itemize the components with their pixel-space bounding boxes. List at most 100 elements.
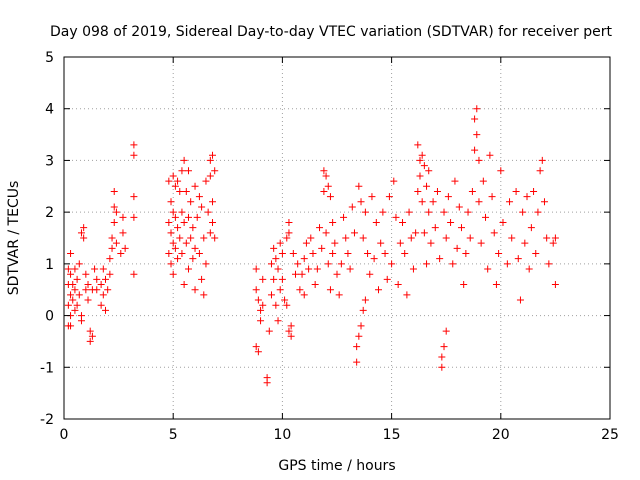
data-point: [200, 234, 208, 242]
data-point: [540, 198, 548, 206]
data-point: [423, 182, 431, 190]
data-point: [383, 275, 391, 283]
data-point: [287, 332, 295, 340]
data-point: [198, 203, 206, 211]
data-point: [270, 244, 278, 252]
data-point: [169, 172, 177, 180]
data-point: [69, 281, 77, 289]
data-point: [381, 250, 389, 258]
data-point: [503, 260, 511, 268]
y-tick-label: -2: [40, 412, 54, 428]
data-point: [211, 234, 219, 242]
data-point: [379, 208, 387, 216]
data-point: [324, 182, 332, 190]
data-point: [549, 239, 557, 247]
data-point: [99, 291, 107, 299]
data-point: [209, 218, 217, 226]
data-point: [403, 291, 411, 299]
data-point: [324, 260, 332, 268]
data-point: [433, 187, 441, 195]
data-point: [407, 234, 415, 242]
data-point: [416, 156, 424, 164]
data-point: [67, 322, 75, 330]
data-point: [492, 281, 500, 289]
data-point: [93, 286, 101, 294]
data-point: [270, 275, 278, 283]
data-point: [329, 218, 337, 226]
data-point: [370, 255, 378, 263]
data-point: [289, 250, 297, 258]
data-point: [80, 234, 88, 242]
data-point: [165, 250, 173, 258]
data-point: [466, 234, 474, 242]
data-point: [460, 281, 468, 289]
data-point: [512, 187, 520, 195]
data-point: [121, 244, 129, 252]
data-point: [468, 187, 476, 195]
data-point: [357, 198, 365, 206]
data-point: [551, 234, 559, 242]
data-point: [506, 198, 514, 206]
data-point: [348, 203, 356, 211]
data-point: [431, 224, 439, 232]
data-point: [414, 187, 422, 195]
data-point: [67, 270, 75, 278]
data-point: [440, 343, 448, 351]
data-point: [302, 239, 310, 247]
data-point: [390, 177, 398, 185]
data-point: [337, 260, 345, 268]
y-axis-label: SDTVAR / TECUs: [6, 181, 22, 296]
data-point: [300, 291, 308, 299]
y-tick-label: 3: [45, 153, 54, 169]
data-point: [521, 239, 529, 247]
data-point: [471, 115, 479, 123]
data-point: [444, 193, 452, 201]
y-tick-label: 0: [45, 309, 54, 325]
data-point: [101, 306, 109, 314]
data-point: [361, 296, 369, 304]
data-point: [442, 234, 450, 242]
x-axis-label: GPS time / hours: [278, 458, 395, 474]
data-point: [82, 286, 90, 294]
data-point: [272, 301, 280, 309]
data-point: [355, 332, 363, 340]
data-point: [420, 229, 428, 237]
data-point: [425, 208, 433, 216]
data-point: [108, 244, 116, 252]
y-tick-label: 1: [45, 257, 54, 273]
data-point: [490, 229, 498, 237]
data-point: [285, 218, 293, 226]
data-point: [274, 317, 282, 325]
data-point: [455, 203, 463, 211]
data-point: [429, 198, 437, 206]
data-point: [73, 275, 81, 283]
data-point: [110, 203, 118, 211]
data-point: [200, 291, 208, 299]
data-point: [530, 187, 538, 195]
data-point: [427, 239, 435, 247]
data-point: [292, 270, 300, 278]
data-point: [189, 224, 197, 232]
data-point: [326, 286, 334, 294]
data-point: [438, 353, 446, 361]
data-point: [340, 213, 348, 221]
data-point: [322, 229, 330, 237]
data-point: [326, 193, 334, 201]
data-point: [416, 172, 424, 180]
data-point: [329, 250, 337, 258]
data-point: [167, 229, 175, 237]
data-point: [167, 198, 175, 206]
data-point: [309, 250, 317, 258]
data-point: [516, 296, 524, 304]
data-point: [167, 260, 175, 268]
data-point: [195, 193, 203, 201]
data-point: [67, 291, 75, 299]
data-point: [438, 363, 446, 371]
data-point: [322, 172, 330, 180]
data-point: [353, 358, 361, 366]
data-point: [174, 224, 182, 232]
data-point: [119, 229, 127, 237]
plot-frame: [63, 56, 611, 420]
data-point: [278, 250, 286, 258]
data-point: [187, 198, 195, 206]
